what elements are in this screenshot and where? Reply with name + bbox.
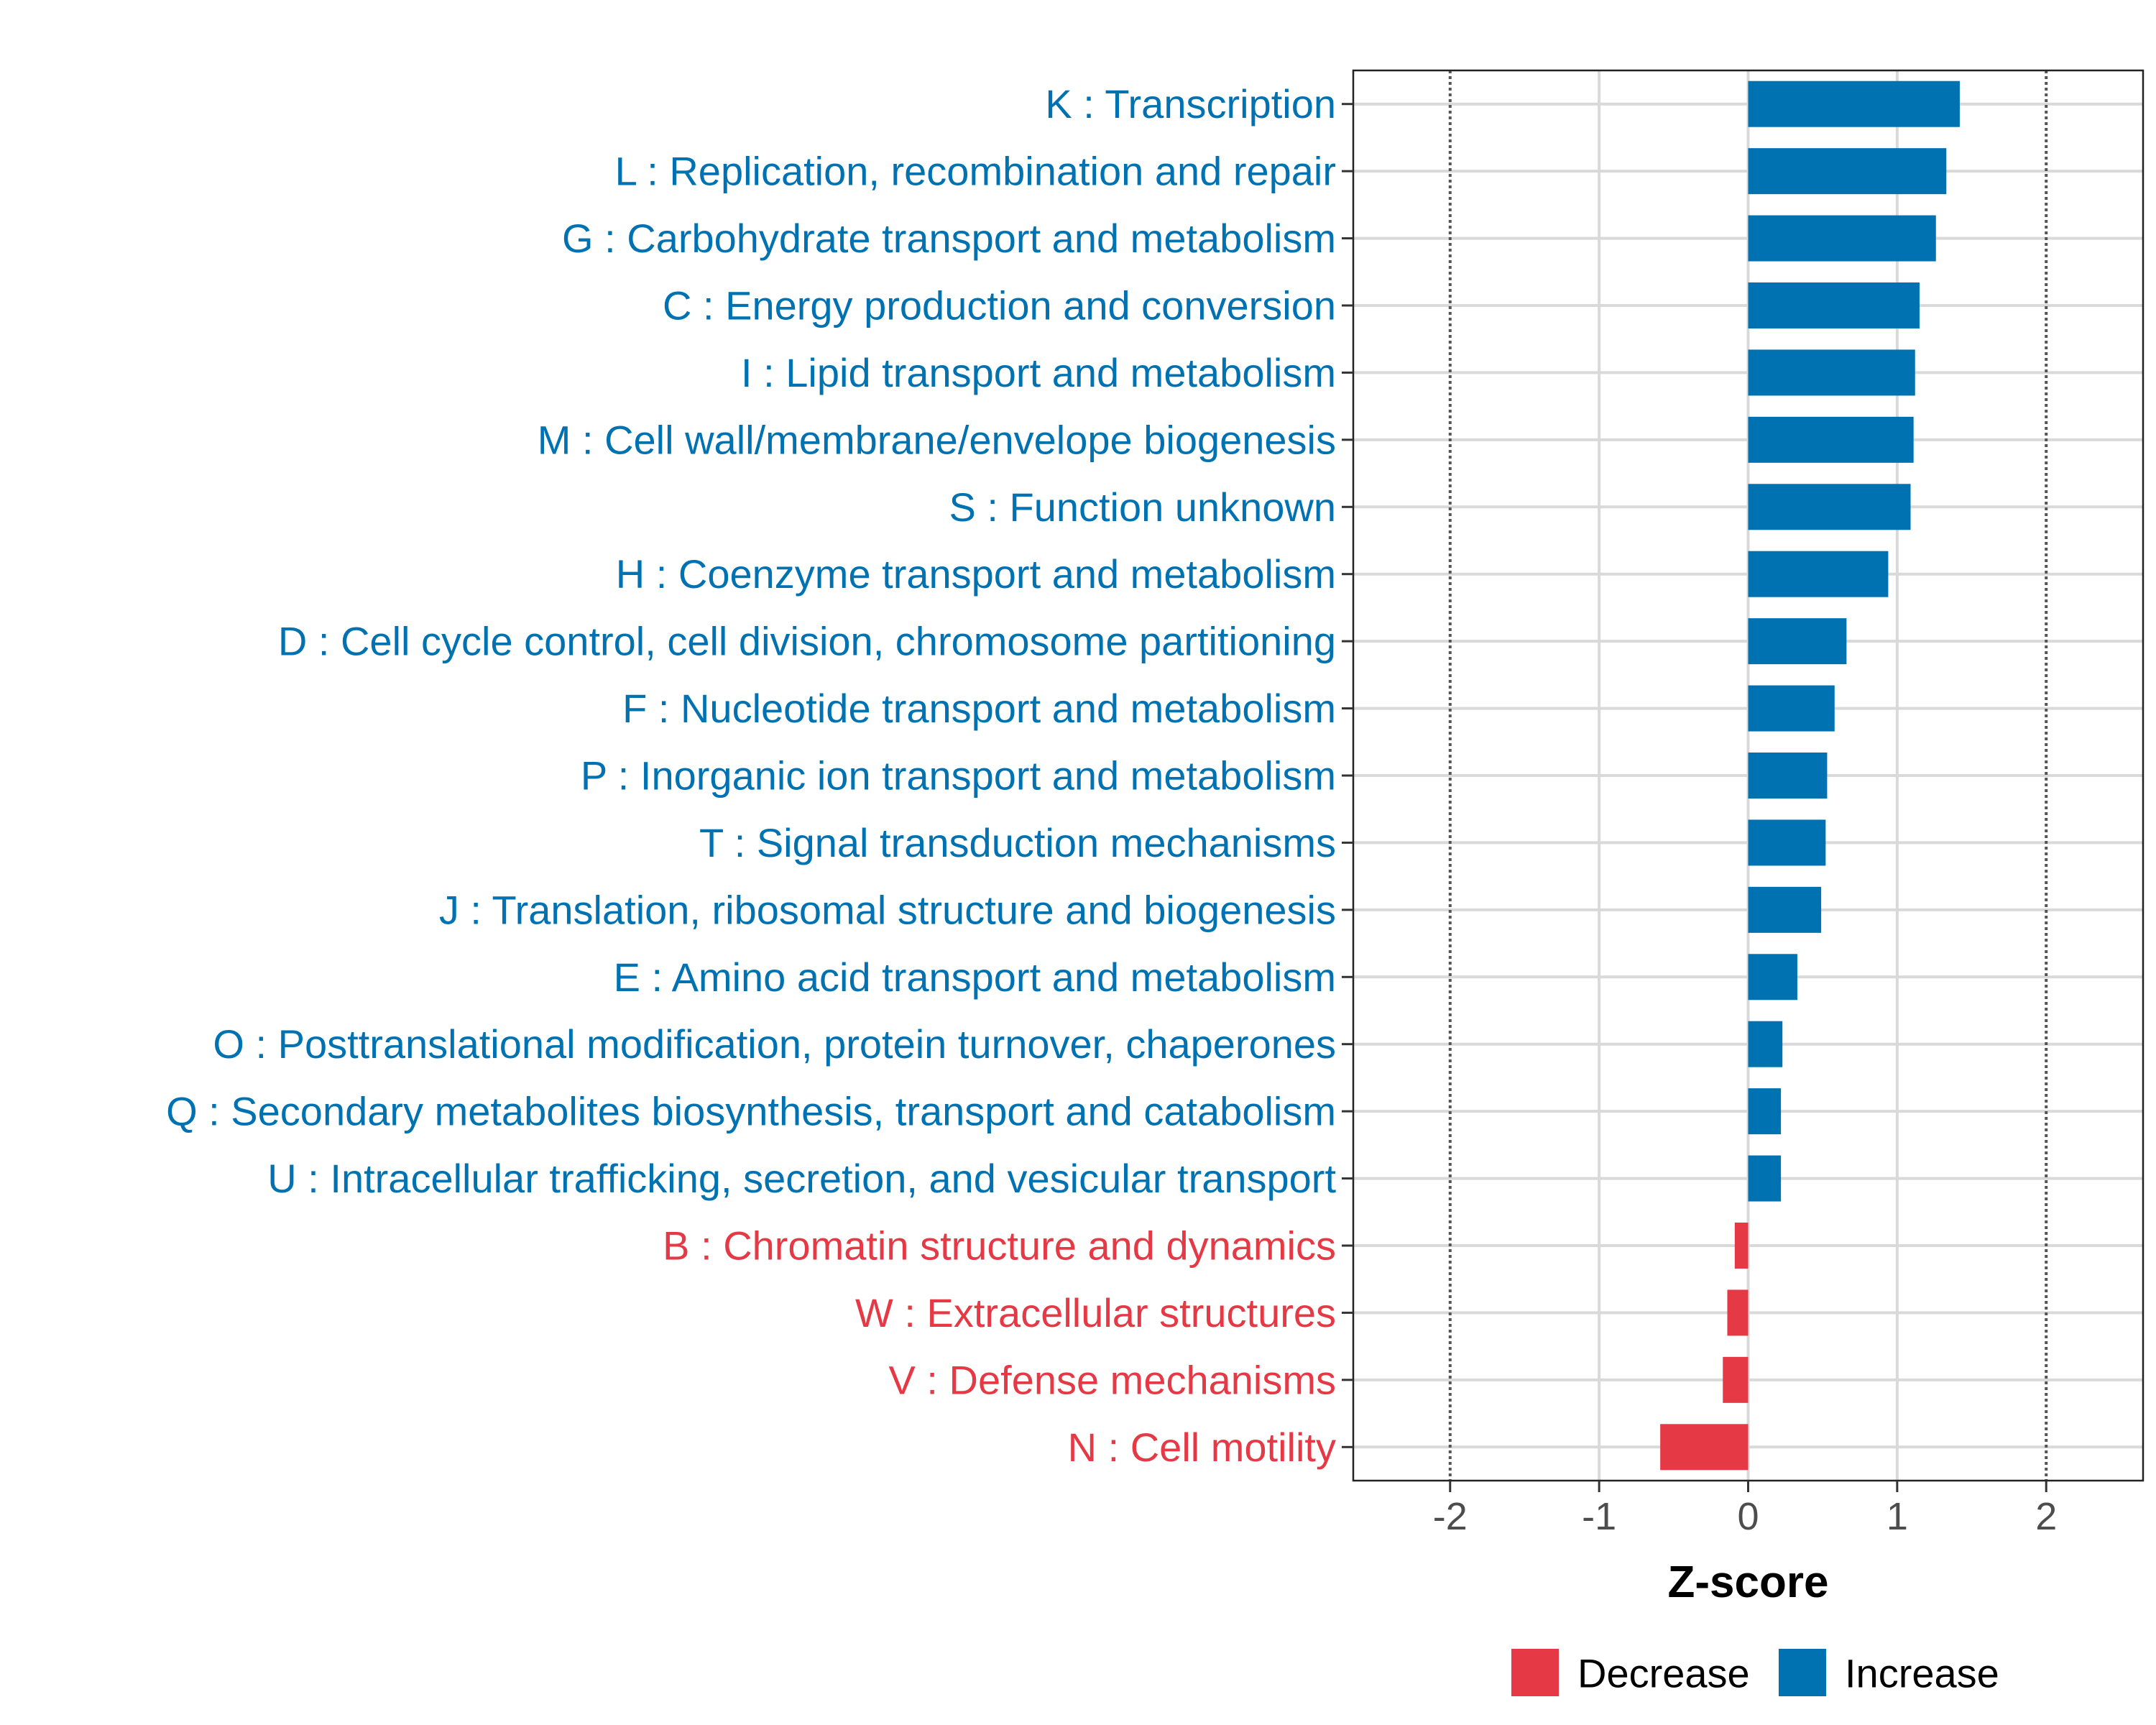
category-label: O : Posttranslational modification, prot…	[213, 1021, 1336, 1067]
bars-layer	[1660, 80, 1960, 1471]
category-label: V : Defense mechanisms	[889, 1357, 1336, 1402]
category-label: P : Inorganic ion transport and metaboli…	[581, 753, 1336, 799]
x-tick-label: 0	[1737, 1495, 1759, 1538]
category-label: H : Coenzyme transport and metabolism	[616, 551, 1336, 597]
bar	[1748, 1155, 1782, 1202]
bar	[1748, 954, 1797, 1000]
bar	[1748, 148, 1947, 195]
category-label: C : Energy production and conversion	[663, 283, 1336, 328]
bar	[1723, 1356, 1749, 1403]
bar	[1748, 1088, 1782, 1135]
category-label: N : Cell motility	[1068, 1425, 1336, 1470]
category-label: B : Chromatin structure and dynamics	[663, 1223, 1336, 1269]
bar	[1748, 282, 1920, 328]
bar	[1734, 1223, 1749, 1269]
bar	[1748, 618, 1847, 665]
category-label: M : Cell wall/membrane/envelope biogenes…	[538, 417, 1336, 462]
category-label: W : Extracellular structures	[855, 1290, 1336, 1335]
category-label: E : Amino acid transport and metabolism	[614, 954, 1336, 1000]
bar	[1748, 349, 1915, 396]
x-axis-title: Z-score	[1668, 1558, 1829, 1607]
category-label: F : Nucleotide transport and metabolism	[622, 686, 1336, 731]
legend-swatch	[1511, 1649, 1559, 1696]
category-label: T : Signal transduction mechanisms	[699, 820, 1336, 865]
category-label: D : Cell cycle control, cell division, c…	[278, 619, 1336, 664]
category-label: K : Transcription	[1045, 81, 1336, 126]
x-tick-label: 1	[1886, 1495, 1908, 1538]
bar	[1748, 416, 1914, 463]
category-label: S : Function unknown	[949, 484, 1336, 530]
bar	[1660, 1424, 1749, 1471]
category-label: U : Intracellular trafficking, secretion…	[267, 1156, 1336, 1201]
bar	[1748, 551, 1889, 597]
bar	[1748, 886, 1822, 933]
bar	[1748, 1021, 1783, 1067]
bar	[1748, 215, 1936, 262]
x-tick-label: -2	[1433, 1495, 1468, 1538]
legend: Decrease Increase	[1511, 1649, 1999, 1696]
x-tick-label: -1	[1582, 1495, 1616, 1538]
category-label: G : Carbohydrate transport and metabolis…	[562, 216, 1336, 261]
bar	[1748, 819, 1826, 866]
bar	[1748, 484, 1911, 530]
legend-label: Increase	[1845, 1651, 1999, 1696]
category-label: Q : Secondary metabolites biosynthesis, …	[166, 1089, 1336, 1134]
category-label: J : Translation, ribosomal structure and…	[439, 887, 1336, 932]
x-tick-label: 2	[2035, 1495, 2057, 1538]
bar	[1748, 685, 1835, 732]
legend-label: Decrease	[1577, 1651, 1750, 1696]
bar	[1748, 80, 1960, 127]
y-axis: K : Transcription L : Replication, recomb…	[166, 81, 1353, 1470]
bar	[1748, 753, 1828, 799]
category-label: I : Lipid transport and metabolism	[741, 350, 1336, 395]
category-label: L : Replication, recombination and repai…	[615, 149, 1336, 194]
x-axis: -2 -1 0 1 2	[1433, 1481, 2057, 1538]
legend-swatch	[1779, 1649, 1826, 1696]
bar	[1727, 1289, 1749, 1336]
